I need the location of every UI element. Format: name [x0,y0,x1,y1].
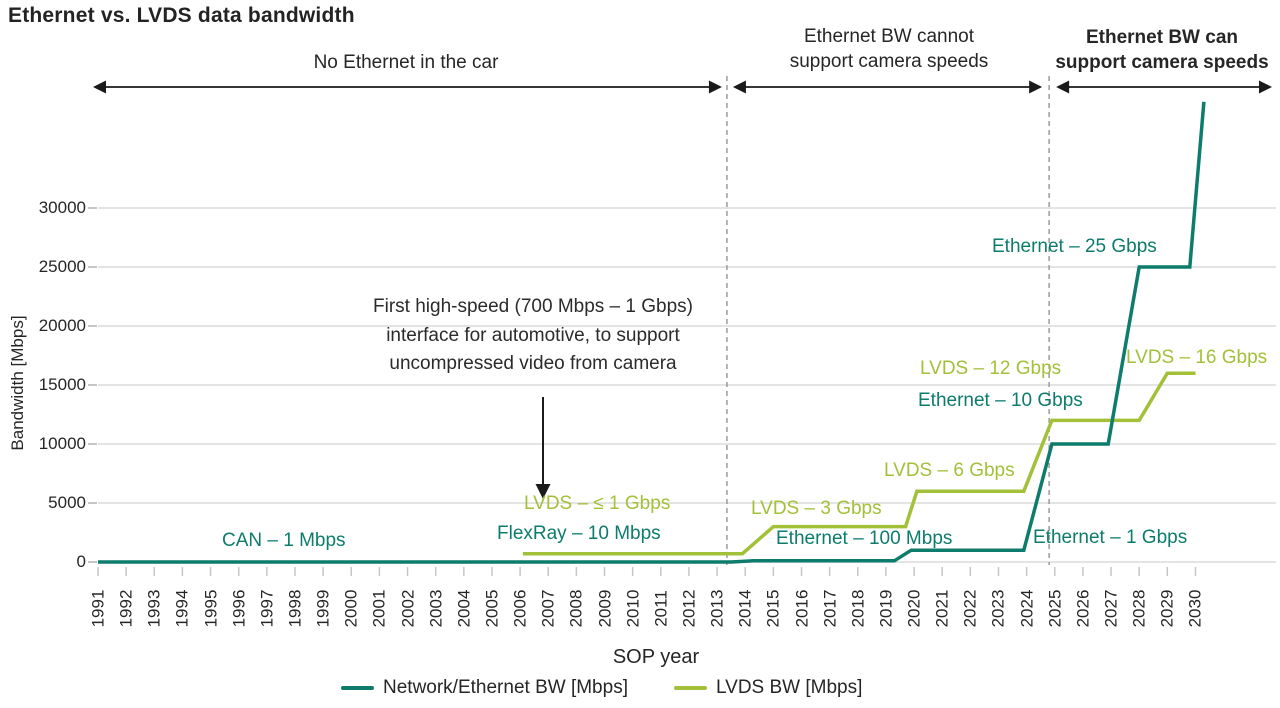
series-line-lvds [522,371,1196,556]
y-tick-label: 30000 [38,198,86,217]
x-tick-label: 2023 [988,589,1008,628]
x-tick-label: 2014 [735,589,755,628]
x-tick-label: 2002 [398,589,418,628]
x-tick-label: 2001 [369,589,389,628]
arrow-head-icon [732,80,746,94]
x-tick-label: 2004 [454,589,474,628]
arrow-head-icon [93,80,106,94]
region-label-line: No Ethernet in the car [313,52,499,73]
line-label-lvds-12g: LVDS – 12 Gbps [920,358,1062,379]
line-label-lvds-3g: LVDS – 3 Gbps [751,498,882,519]
region-label-line: Ethernet BW cannot [803,26,975,47]
y-tick-label: 15000 [38,375,86,394]
x-tick-label: 2008 [566,589,586,628]
callout-line: First high-speed (700 Mbps – 1 Gbps) [373,296,693,317]
region-label-line: support camera speeds [1055,52,1269,73]
x-tick-label: 1999 [313,589,333,628]
x-axis-title: SOP year [612,646,700,668]
x-tick-label: 2022 [960,589,980,628]
line-label-eth-25g: Ethernet – 25 Gbps [992,236,1157,257]
legend-swatch-lvds [674,686,707,690]
x-tick-label: 1993 [144,589,164,628]
region-label-can-support: Ethernet BW can support camera speeds [1055,25,1268,75]
x-tick-label: 2026 [1073,589,1093,628]
x-tick-label: 2000 [341,589,361,628]
x-tick-label: 2012 [679,589,699,628]
region-label-line: Ethernet BW can [1085,27,1239,48]
x-tick-label: 2020 [904,589,924,628]
x-tick-label: 1997 [257,589,277,628]
x-tick-label: 1998 [285,589,305,628]
x-tick-label: 2011 [651,590,671,627]
arrow-head-icon [1259,80,1272,94]
legend-swatch-ethernet [341,686,374,690]
callout-annotation: First high-speed (700 Mbps – 1 Gbps) int… [373,293,693,379]
x-tick-label: 2030 [1185,589,1205,628]
arrow-head-icon [708,80,722,94]
legend-item-lvds: LVDS BW [Mbps] [674,677,862,699]
x-tick-label: 2009 [595,589,615,628]
legend-item-ethernet: Network/Ethernet BW [Mbps] [341,677,628,699]
x-tick-label: 2021 [932,589,952,628]
line-label-lvds-6g: LVDS – 6 Gbps [884,460,1015,481]
y-tick-label: 0 [76,552,86,571]
x-tick-label: 2007 [538,589,558,628]
line-label-lvds-1g: LVDS – ≤ 1 Gbps [524,493,671,514]
y-tick-label: 5000 [48,493,86,512]
x-tick-label: 1994 [172,589,192,628]
callout-line: interface for automotive, to support [386,324,680,346]
x-tick-label: 1991 [88,589,108,628]
x-tick-label: 1992 [116,589,136,628]
legend-label-ethernet: Network/Ethernet BW [Mbps] [383,677,628,698]
x-tick-label: 1995 [201,589,221,628]
y-tick-label: 25000 [38,257,86,276]
line-label-lvds-16g: LVDS – 16 Gbps [1126,347,1268,368]
legend-label-lvds: LVDS BW [Mbps] [716,677,863,698]
x-tick-label: 2019 [876,589,896,628]
x-tick-label: 1996 [229,589,249,628]
x-tick-label: 2010 [623,589,643,628]
x-tick-label: 2015 [763,589,783,628]
arrow-head-icon [535,484,551,499]
line-label-eth-100m: Ethernet – 100 Mbps [776,528,953,549]
x-tick-label: 2013 [707,589,727,628]
y-tick-label: 10000 [38,434,86,453]
x-tick-label: 2024 [1017,589,1037,628]
line-label-eth-1g: Ethernet – 1 Gbps [1033,527,1188,548]
x-tick-label: 2018 [848,589,868,628]
line-label-eth-10g: Ethernet – 10 Gbps [918,390,1083,411]
x-tick-label: 2027 [1101,589,1121,628]
x-tick-label: 2016 [792,589,811,628]
x-tick-label: 2003 [426,589,446,628]
callout-line: uncompressed video from camera [389,353,677,374]
x-tick-label: 2017 [820,589,840,628]
x-tick-label: 2025 [1045,589,1065,628]
line-label-flexray: FlexRay – 10 Mbps [497,523,661,544]
series-line-ethernet [98,101,1206,564]
arrow-head-icon [1056,80,1070,94]
region-label-line: support camera speeds [789,51,989,72]
y-tick-label: 20000 [38,316,86,335]
arrow-head-icon [1029,80,1043,94]
region-label-no-ethernet: No Ethernet in the car [314,50,499,75]
region-label-cannot-support: Ethernet BW cannot support camera speeds [790,24,989,74]
x-tick-label: 2028 [1129,589,1149,628]
x-tick-label: 2006 [510,589,530,628]
chart-title: Ethernet vs. LVDS data bandwidth [8,4,355,27]
x-tick-label: 2005 [482,589,502,628]
x-tick-label: 2029 [1157,589,1177,628]
line-label-can: CAN – 1 Mbps [222,530,346,551]
